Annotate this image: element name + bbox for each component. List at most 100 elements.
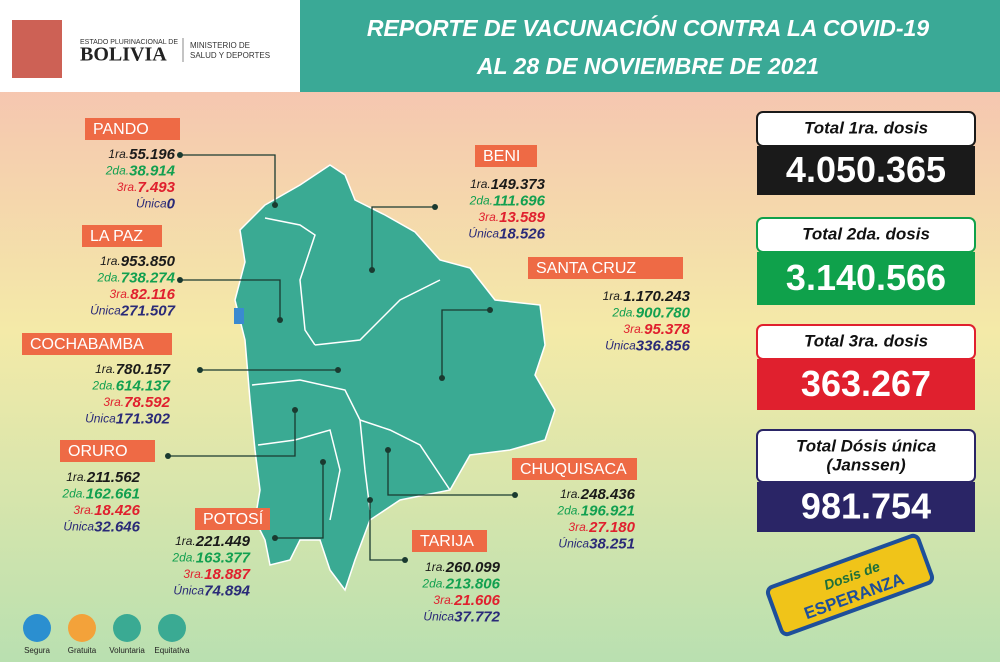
dose-label: 2da. <box>96 271 120 285</box>
badge-label: Voluntaria <box>109 646 145 655</box>
dose-row: 2da.38.914 <box>105 162 176 179</box>
dose-row: 3ra.82.116 <box>110 286 176 303</box>
dose-value: 27.180 <box>588 519 636 536</box>
department-name: LA PAZ <box>90 228 143 245</box>
total-card: Total 2da. dosis 3.140.566 <box>756 217 976 305</box>
dose-row: Única74.894 <box>173 582 250 599</box>
dose-row: 2da.738.274 <box>96 269 175 286</box>
connector-dot <box>369 267 375 273</box>
dose-row: 1ra.260.099 <box>425 559 501 576</box>
dose-row: 1ra.780.157 <box>95 361 171 378</box>
department: LA PAZ1ra.953.8502da.738.2743ra.82.116Ún… <box>82 225 283 323</box>
dose-value: 163.377 <box>196 549 251 566</box>
dose-value: 221.449 <box>195 533 251 550</box>
dose-row: 2da.162.661 <box>61 485 140 502</box>
connector <box>371 206 435 270</box>
dose-label: Única <box>63 519 94 534</box>
coat-of-arms <box>12 20 62 78</box>
dose-label: 1ra. <box>560 487 581 501</box>
connector <box>168 410 296 457</box>
dose-label: 2da. <box>421 577 445 591</box>
connector-dot <box>402 557 408 563</box>
dose-label: Única <box>136 196 167 211</box>
campaign-syringe <box>765 533 935 637</box>
department-label-box <box>528 257 683 279</box>
badge-icon <box>113 614 141 642</box>
dose-value: 82.116 <box>130 286 175 303</box>
dose-row: 3ra.13.589 <box>478 209 545 226</box>
dose-label: 3ra. <box>433 593 454 607</box>
connector <box>180 154 276 205</box>
dose-value: 953.850 <box>121 253 176 270</box>
connector <box>441 309 490 378</box>
dose-value: 271.507 <box>120 302 176 319</box>
dose-row: 1ra.953.850 <box>100 253 176 270</box>
department-label-box <box>475 145 537 167</box>
lake-titicaca <box>234 308 244 324</box>
dose-value: 38.251 <box>589 535 635 552</box>
dose-row: 1ra.248.436 <box>560 486 636 503</box>
connector <box>387 450 515 496</box>
department-name: TARIJA <box>420 533 474 550</box>
connector-dot <box>277 317 283 323</box>
dose-value: 336.856 <box>636 337 691 354</box>
dose-row: Única336.856 <box>605 337 691 354</box>
department-label-box <box>412 530 487 552</box>
dose-label: 3ra. <box>110 287 131 301</box>
connector-dot <box>367 497 373 503</box>
total-label: Total 1ra. dosis <box>804 118 928 137</box>
dose-label: Única <box>90 303 121 318</box>
dose-label: 1ra. <box>66 470 87 484</box>
dose-label: Única <box>173 583 204 598</box>
department-label-box <box>60 440 155 462</box>
dose-row: 2da.213.806 <box>421 575 500 592</box>
connector-dot <box>177 277 183 283</box>
connector-dot <box>177 152 183 158</box>
department: TARIJA 1ra.260.0992da.213.8063ra.21.606Ún… <box>367 497 501 625</box>
connector-dot <box>197 367 203 373</box>
department-label-box <box>195 508 270 530</box>
dose-label: 3ra. <box>117 180 138 194</box>
ministry: MINISTERIO DE <box>190 41 250 50</box>
dose-row: 2da.900.780 <box>611 304 690 321</box>
connector <box>275 462 324 539</box>
badge-icon <box>23 614 51 642</box>
total-label: Total 3ra. dosis <box>804 331 928 350</box>
dose-value: 55.196 <box>129 146 176 163</box>
border <box>314 279 441 346</box>
total-value: 3.140.566 <box>786 257 946 298</box>
dose-label: 1ra. <box>100 254 121 268</box>
dose-label: 2da. <box>611 306 635 320</box>
connector-dot <box>385 447 391 453</box>
department: COCHABAMBA 1ra.780.1572da.614.1373ra.78.5… <box>22 333 341 427</box>
dose-row: Única18.526 <box>468 225 545 242</box>
department-label-box <box>82 225 162 247</box>
badge-label: Gratuita <box>68 646 97 655</box>
dose-value: 18.526 <box>499 225 546 242</box>
dose-row: 2da.111.696 <box>469 192 546 209</box>
dose-row: 3ra.7.493 <box>117 179 176 196</box>
dose-value: 111.696 <box>493 192 546 209</box>
dose-row: Única32.646 <box>63 518 140 535</box>
total-value: 363.267 <box>801 363 931 404</box>
connector-dot <box>335 367 341 373</box>
total-value-box <box>757 146 975 195</box>
dose-value: 1.170.243 <box>623 288 690 305</box>
dose-value: 900.780 <box>636 304 691 321</box>
total-value: 4.050.365 <box>786 149 946 190</box>
total-card: Total 3ra. dosis 363.267 <box>756 324 976 410</box>
dose-label: 1ra. <box>470 177 491 191</box>
dose-label: 1ra. <box>108 147 129 161</box>
dose-label: 3ra. <box>103 395 124 409</box>
dose-row: Única171.302 <box>85 410 171 427</box>
badge-label: Equitativa <box>154 646 190 655</box>
dose-value: 78.592 <box>124 394 171 411</box>
dose-label: 1ra. <box>175 534 196 548</box>
department-name: CHUQUISACA <box>520 461 627 478</box>
dose-row: Única271.507 <box>90 302 176 319</box>
department-name: COCHABAMBA <box>30 336 144 353</box>
badge-icon <box>68 614 96 642</box>
total-label: Total Dósis única <box>796 436 936 455</box>
dose-row: 2da.614.137 <box>91 377 170 394</box>
